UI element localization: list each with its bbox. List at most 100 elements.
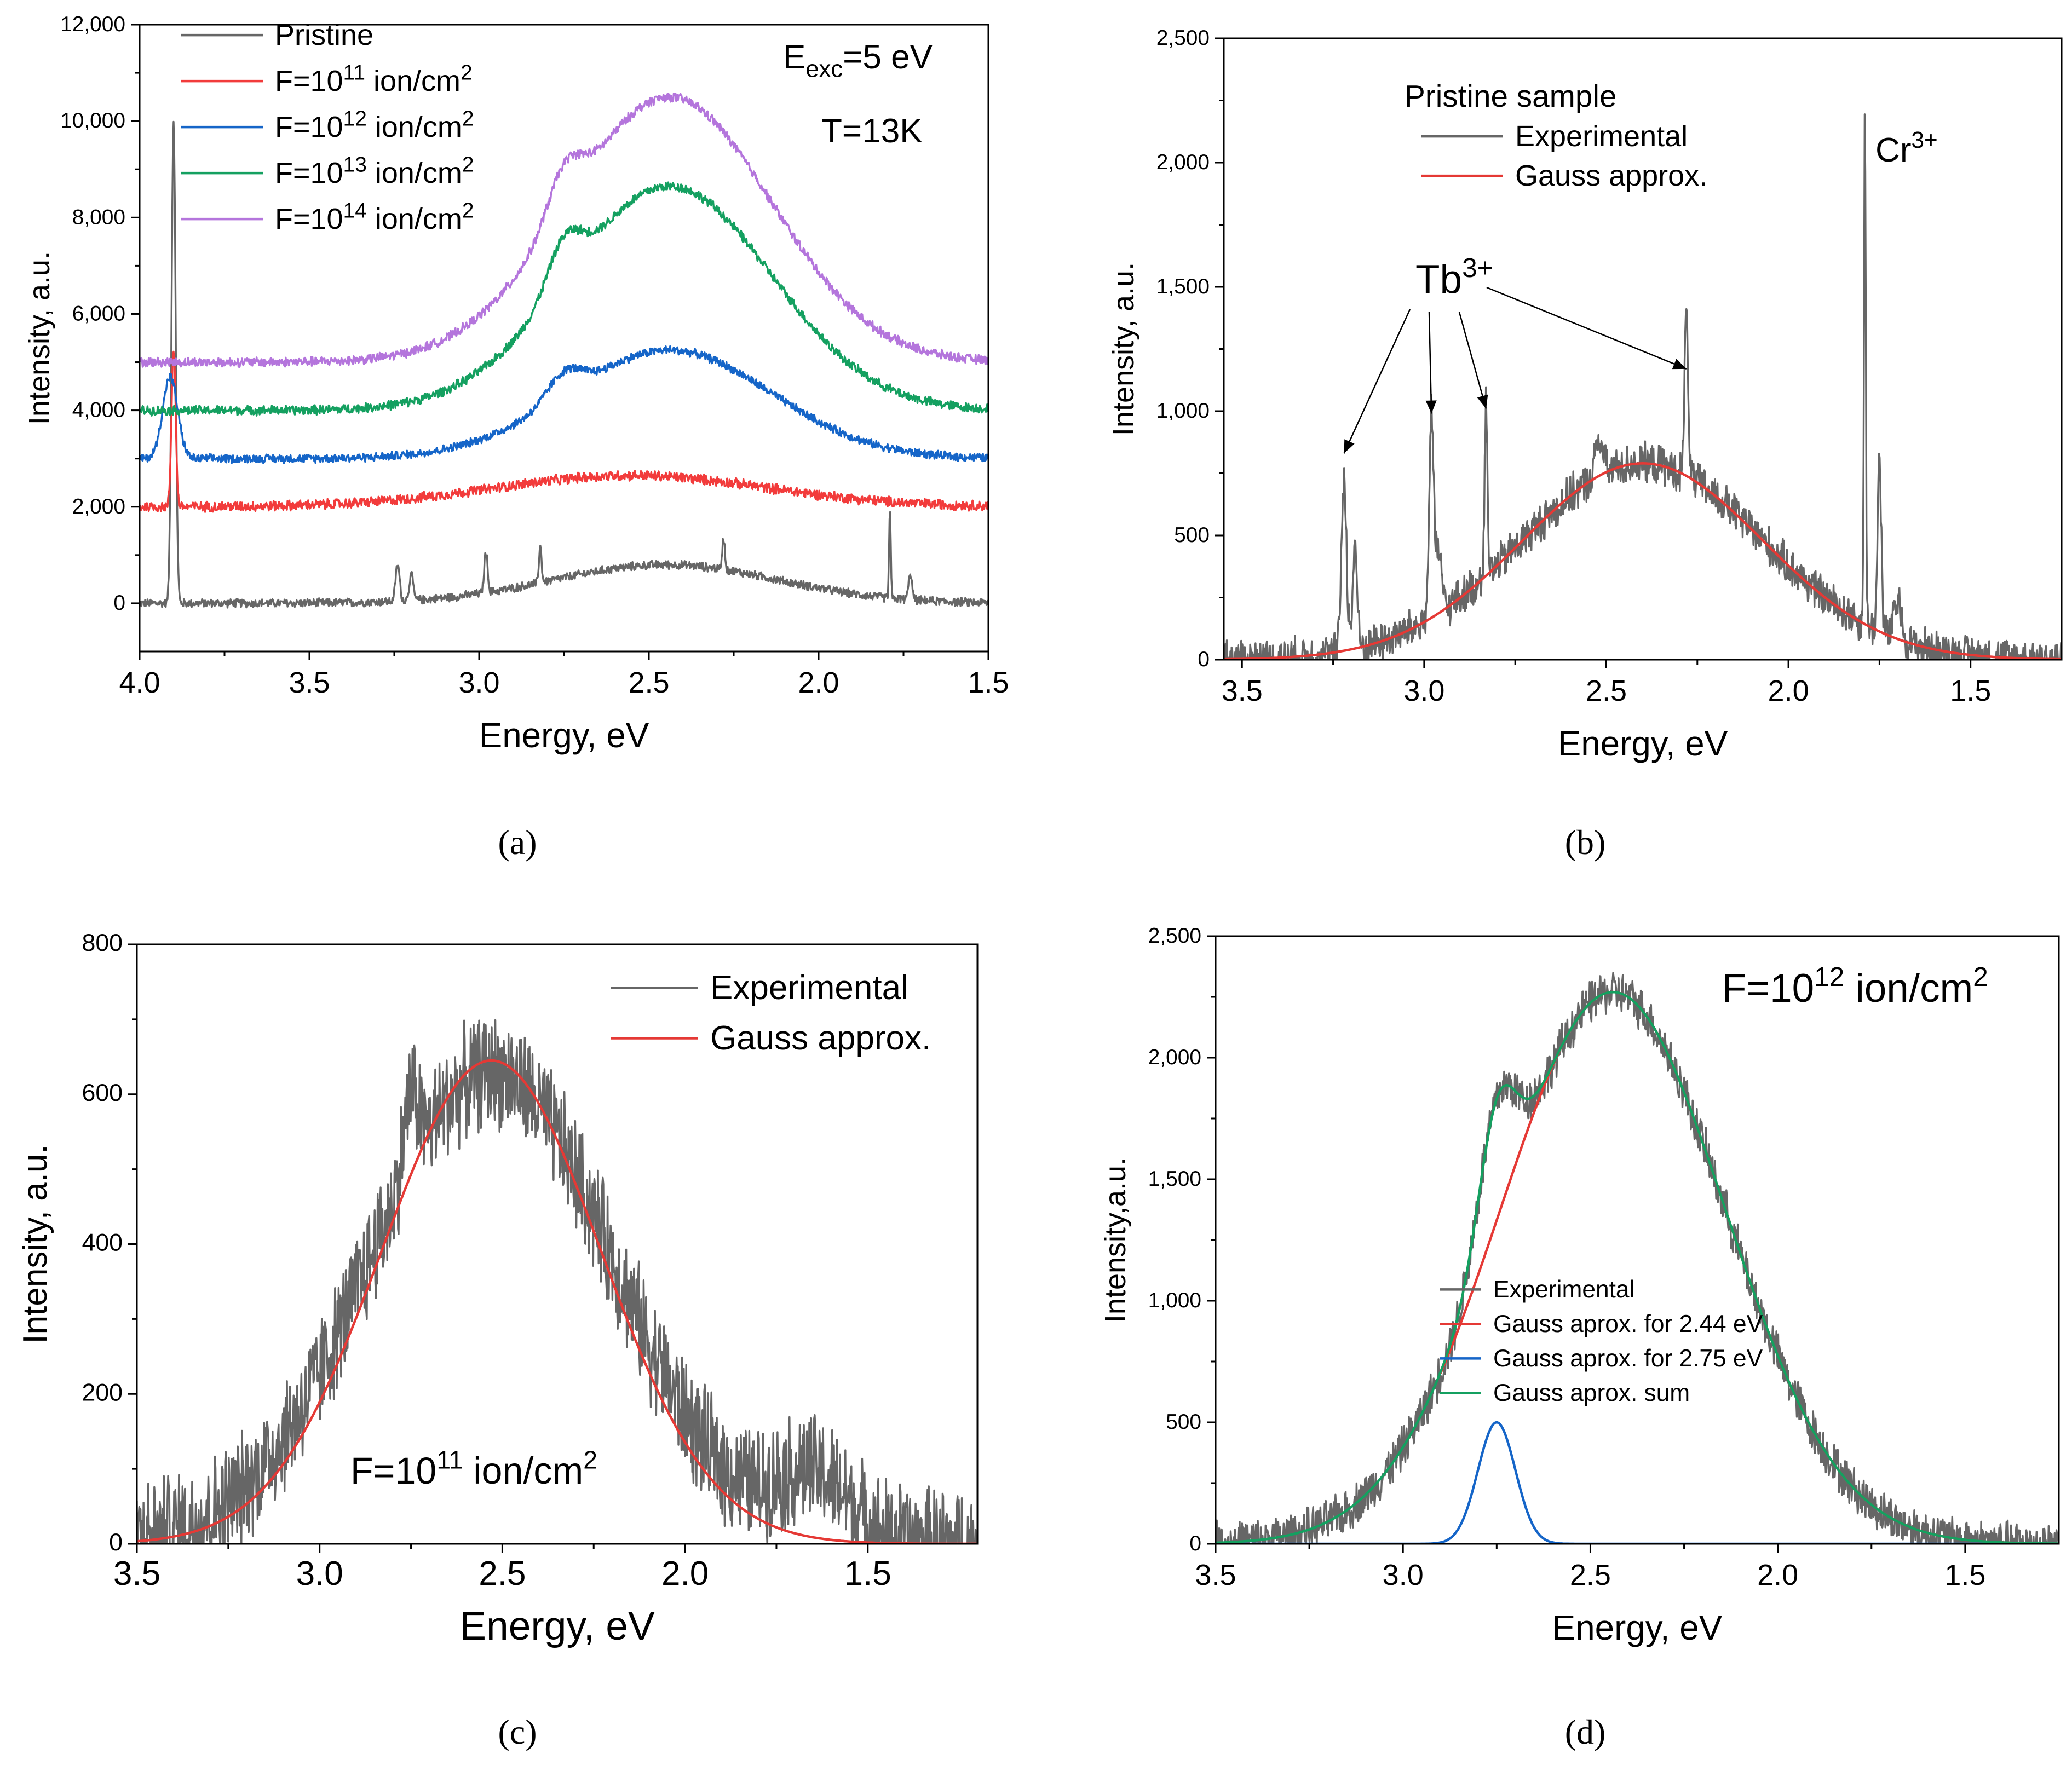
x-tick-label-d-0: 3.5: [1195, 1559, 1236, 1591]
series-line-a-2: [140, 345, 988, 464]
x-tick-label-d-4: 1.5: [1944, 1559, 1985, 1591]
x-tick-label-c-4: 1.5: [844, 1555, 891, 1593]
series-line-d-3: [1216, 990, 2059, 1544]
x-tick-label-c-1: 3.0: [296, 1555, 343, 1593]
y-tick-label-d-5: 2,500: [1148, 924, 1201, 948]
y-tick-label-c-4: 800: [82, 930, 123, 956]
y-tick-label-c-3: 600: [82, 1080, 123, 1106]
x-tick-label-a-4: 2.0: [798, 666, 839, 699]
plot-area-b: [1224, 113, 2062, 660]
x-tick-label-a-5: 1.5: [968, 666, 1009, 699]
y-tick-label-a-5: 10,000: [60, 109, 125, 132]
y-axis-label-d: Intensity,a.u.: [1099, 1157, 1132, 1323]
y-tick-label-d-3: 1,500: [1148, 1167, 1201, 1191]
y-tick-label-a-6: 12,000: [60, 13, 125, 36]
y-axis-label-a: Intensity, a.u.: [23, 251, 56, 425]
y-tick-label-a-4: 8,000: [72, 205, 125, 229]
panel-caption-a: (a): [498, 823, 537, 862]
plot-area-a: [140, 93, 988, 609]
y-tick-label-b-0: 0: [1198, 648, 1210, 671]
legend-label-d-2: Gauss aprox. for 2.75 eV: [1493, 1345, 1763, 1372]
annotation-arrow-b-0: [1343, 309, 1411, 454]
x-tick-label-a-0: 4.0: [119, 666, 160, 699]
y-tick-label-d-4: 2,000: [1148, 1046, 1201, 1069]
y-axis-label-c: Intensity, a.u.: [16, 1144, 54, 1343]
chart-panel-a: 4.0 3.5 3.0 2.5 2.0 1.5 0 2,000 4,000 6,000 8,000 1…: [23, 13, 1009, 862]
series-line-c-0: [137, 1019, 977, 1544]
legend-label-d-0: Experimental: [1493, 1276, 1634, 1303]
x-tick-label-c-2: 2.5: [479, 1555, 526, 1593]
series-line-d-0: [1216, 972, 2059, 1544]
y-tick-label-c-1: 200: [82, 1379, 123, 1406]
x-tick-label-b-0: 3.5: [1222, 674, 1263, 707]
y-tick-label-b-3: 1,500: [1156, 275, 1210, 298]
legend-title-b: Pristine sample: [1405, 79, 1617, 114]
axes-frame-d: [1215, 935, 2060, 1545]
annotation-d-fluence: F=1012 ion/cm2: [1722, 961, 1988, 1011]
series-line-a-3: [140, 181, 988, 417]
x-axis-label-a: Energy, eV: [479, 716, 649, 755]
chart-panel-d: 3.5 3.0 2.5 2.0 1.5 0 500 1,000 1,500 2,000 2,500 E…: [1099, 924, 2060, 1751]
panel-caption-b: (b): [1565, 823, 1606, 862]
legend-label-b-1: Gauss approx.: [1515, 159, 1707, 192]
annotation-arrowhead-b-0: [1344, 439, 1355, 454]
series-line-a-0: [140, 120, 988, 609]
legend-label-d-3: Gauss aprox. sum: [1493, 1380, 1690, 1406]
x-tick-label-a-1: 3.5: [289, 666, 330, 699]
y-tick-label-a-0: 0: [113, 591, 125, 615]
x-tick-label-b-3: 2.0: [1768, 674, 1809, 707]
series-line-d-1: [1439, 990, 2022, 1544]
legend-label-a-4: F=1014 ion/cm2: [275, 199, 474, 235]
annotation-arrow-b-2: [1458, 312, 1487, 409]
x-tick-label-c-0: 3.5: [113, 1555, 160, 1593]
chart-panel-c: 3.5 3.0 2.5 2.0 1.5 0 200 400 600 800 Energy, eV In…: [16, 930, 979, 1751]
x-tick-label-b-4: 1.5: [1950, 674, 1991, 707]
annotation-arrowhead-b-3: [1672, 359, 1687, 370]
annotation-arrow-b-3: [1486, 286, 1687, 370]
y-tick-label-c-0: 0: [109, 1529, 123, 1556]
series-line-c-1: [137, 1059, 977, 1544]
annotation-arrowhead-b-1: [1425, 400, 1437, 414]
y-tick-label-c-2: 400: [82, 1230, 123, 1256]
y-tick-label-a-3: 6,000: [72, 302, 125, 325]
series-line-b-0: [1224, 113, 2062, 660]
y-axis-label-b: Intensity, a.u.: [1107, 262, 1140, 436]
annotation-c-fluence: F=1011 ion/cm2: [350, 1446, 597, 1492]
x-tick-label-a-3: 2.5: [628, 666, 669, 699]
panel-caption-c: (c): [498, 1712, 537, 1751]
y-tick-label-b-5: 2,500: [1156, 26, 1210, 50]
y-tick-label-a-1: 2,000: [72, 495, 125, 518]
y-tick-label-d-0: 0: [1189, 1532, 1201, 1555]
x-axis-label-c: Energy, eV: [459, 1604, 655, 1648]
y-tick-label-b-2: 1,000: [1156, 399, 1210, 423]
y-tick-label-a-2: 4,000: [72, 399, 125, 422]
annotation-arrowhead-b-2: [1477, 394, 1488, 409]
y-tick-label-b-1: 500: [1174, 523, 1210, 547]
y-tick-label-b-4: 2,000: [1156, 151, 1210, 174]
annotation-a-temp: T=13K: [821, 112, 923, 150]
x-tick-label-b-2: 2.5: [1586, 674, 1627, 707]
annotation-b-tb: Tb3+: [1415, 252, 1493, 302]
panel-caption-d: (d): [1565, 1712, 1606, 1751]
x-axis-label-d: Energy, eV: [1552, 1608, 1723, 1647]
x-tick-label-d-1: 3.0: [1383, 1559, 1424, 1591]
plot-area-d: [1216, 972, 2059, 1544]
legend-label-c-0: Experimental: [710, 969, 908, 1007]
legend-label-a-2: F=1012 ion/cm2: [275, 107, 474, 143]
annotation-arrow-b-1: [1428, 312, 1432, 414]
x-axis-label-b: Energy, eV: [1558, 724, 1728, 763]
annotation-a-exc: Eexc=5 eV: [783, 38, 933, 83]
x-tick-label-c-3: 2.0: [661, 1555, 709, 1593]
chart-panel-b: 3.5 3.0 2.5 2.0 1.5 0 500 1,000 1,500 2,000 2,500 E…: [1107, 26, 2063, 862]
x-tick-label-d-2: 2.5: [1570, 1559, 1611, 1591]
x-tick-label-d-3: 2.0: [1757, 1559, 1798, 1591]
legend-label-a-1: F=1011 ion/cm2: [275, 61, 473, 97]
legend-label-c-1: Gauss approx.: [710, 1019, 931, 1057]
series-line-b-1: [1224, 462, 2062, 660]
series-line-a-4: [140, 93, 988, 368]
legend-label-d-1: Gauss aprox. for 2.44 eV: [1493, 1311, 1763, 1337]
legend-label-a-0: Pristine: [275, 19, 373, 51]
x-tick-label-a-2: 3.0: [458, 666, 499, 699]
y-tick-label-d-2: 1,000: [1148, 1289, 1201, 1312]
